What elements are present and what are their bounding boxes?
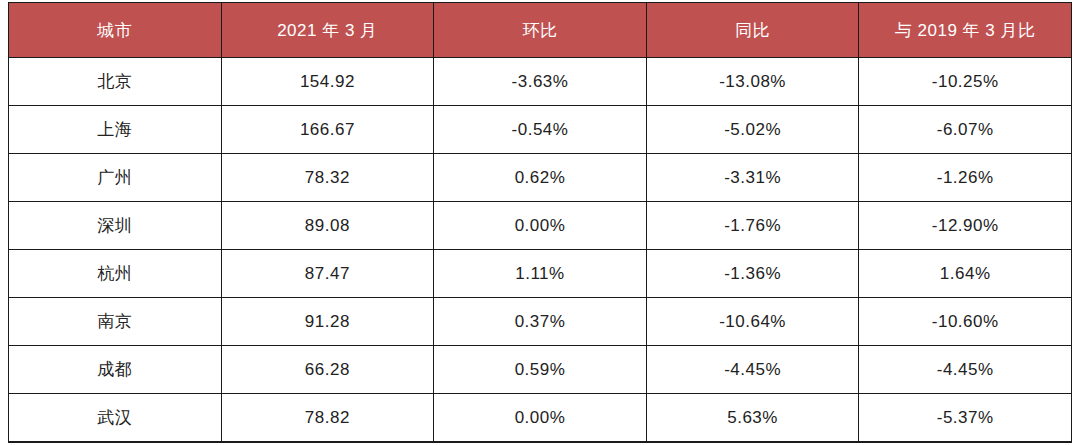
value-cell: -0.54% (434, 106, 647, 154)
value-cell: -12.90% (859, 202, 1072, 250)
value-cell: -6.07% (859, 106, 1072, 154)
city-cell: 上海 (9, 106, 222, 154)
city-price-table-container: 城市2021 年 3 月环比同比与 2019 年 3 月比 北京154.92-3… (8, 2, 1072, 437)
city-cell: 深圳 (9, 202, 222, 250)
value-cell: -10.64% (646, 298, 859, 346)
value-cell: -10.25% (859, 58, 1072, 106)
value-cell: 78.32 (221, 154, 434, 202)
table-head: 城市2021 年 3 月环比同比与 2019 年 3 月比 (9, 3, 1072, 58)
value-cell: -3.63% (434, 58, 647, 106)
table-row: 南京91.280.37%-10.64%-10.60% (9, 298, 1072, 346)
table-row: 武汉78.820.00%5.63%-5.37% (9, 394, 1072, 443)
value-cell: 87.47 (221, 250, 434, 298)
value-cell: 78.82 (221, 394, 434, 443)
value-cell: 0.37% (434, 298, 647, 346)
value-cell: 0.00% (434, 202, 647, 250)
value-cell: -5.37% (859, 394, 1072, 443)
value-cell: 89.08 (221, 202, 434, 250)
value-cell: -1.36% (646, 250, 859, 298)
city-price-table: 城市2021 年 3 月环比同比与 2019 年 3 月比 北京154.92-3… (8, 2, 1072, 443)
value-cell: -3.31% (646, 154, 859, 202)
city-cell: 南京 (9, 298, 222, 346)
value-cell: 5.63% (646, 394, 859, 443)
value-cell: -10.60% (859, 298, 1072, 346)
city-cell: 北京 (9, 58, 222, 106)
value-cell: -4.45% (859, 346, 1072, 394)
value-cell: 0.62% (434, 154, 647, 202)
value-cell: 166.67 (221, 106, 434, 154)
city-cell: 成都 (9, 346, 222, 394)
column-header-0: 城市 (9, 3, 222, 58)
table-row: 深圳89.080.00%-1.76%-12.90% (9, 202, 1072, 250)
value-cell: -1.26% (859, 154, 1072, 202)
city-cell: 杭州 (9, 250, 222, 298)
table-row: 广州78.320.62%-3.31%-1.26% (9, 154, 1072, 202)
value-cell: 91.28 (221, 298, 434, 346)
value-cell: -1.76% (646, 202, 859, 250)
value-cell: -5.02% (646, 106, 859, 154)
value-cell: 154.92 (221, 58, 434, 106)
table-row: 北京154.92-3.63%-13.08%-10.25% (9, 58, 1072, 106)
value-cell: 66.28 (221, 346, 434, 394)
table-row: 杭州87.471.11%-1.36%1.64% (9, 250, 1072, 298)
value-cell: 0.59% (434, 346, 647, 394)
table-row: 上海166.67-0.54%-5.02%-6.07% (9, 106, 1072, 154)
value-cell: 0.00% (434, 394, 647, 443)
column-header-2: 环比 (434, 3, 647, 58)
city-cell: 武汉 (9, 394, 222, 443)
value-cell: -4.45% (646, 346, 859, 394)
column-header-3: 同比 (646, 3, 859, 58)
table-header-row: 城市2021 年 3 月环比同比与 2019 年 3 月比 (9, 3, 1072, 58)
table-row: 成都66.280.59%-4.45%-4.45% (9, 346, 1072, 394)
value-cell: -13.08% (646, 58, 859, 106)
table-body: 北京154.92-3.63%-13.08%-10.25%上海166.67-0.5… (9, 58, 1072, 443)
value-cell: 1.64% (859, 250, 1072, 298)
column-header-4: 与 2019 年 3 月比 (859, 3, 1072, 58)
value-cell: 1.11% (434, 250, 647, 298)
column-header-1: 2021 年 3 月 (221, 3, 434, 58)
city-cell: 广州 (9, 154, 222, 202)
